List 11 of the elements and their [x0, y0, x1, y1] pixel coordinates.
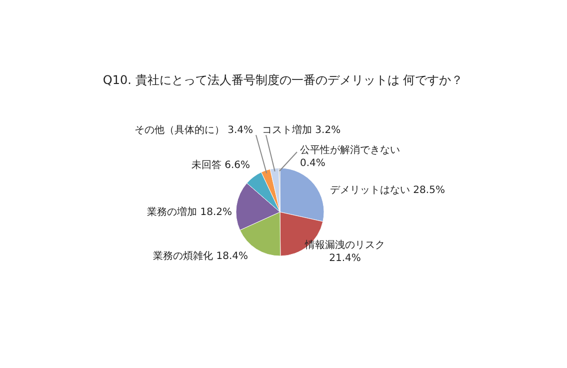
slice-label: 公平性が解消できない	[300, 144, 400, 156]
slice-label: コスト増加 3.2%	[262, 124, 341, 136]
slice-label: 業務の煩雑化 18.4%	[153, 250, 248, 262]
chart-title: Q10. 貴社にとって法人番号制度の一番のデメリットは 何ですか？	[102, 73, 464, 87]
slice-label: その他（具体的に） 3.4%	[134, 124, 253, 136]
slice-label: 業務の増加 18.2%	[147, 206, 232, 218]
slice-label: 情報漏洩のリスク	[304, 239, 385, 251]
data-label: 0.4%	[300, 158, 326, 169]
slice-label: 未回答 6.6%	[191, 159, 250, 171]
slice-label: デメリットはない 28.5%	[330, 185, 445, 196]
data-label: 21.4%	[329, 253, 361, 264]
